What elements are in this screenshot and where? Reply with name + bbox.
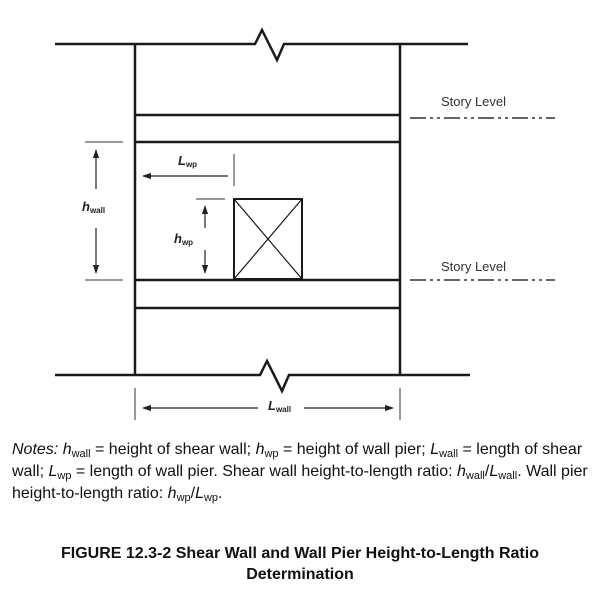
- opening-cross-2: [233, 198, 303, 280]
- notes-lead: Notes:: [12, 441, 59, 458]
- figure-caption-line-2: Determination: [246, 566, 354, 583]
- story-level-label-lower: Story Level: [441, 259, 506, 274]
- top-floor-line: [55, 27, 468, 63]
- figure-caption: FIGURE 12.3-2 Shear Wall and Wall Pier H…: [0, 543, 600, 585]
- l-wp-definition: = length of wall pier. Shear wall height…: [75, 463, 453, 480]
- l-wp-label: Lwp: [178, 153, 197, 169]
- h-wall-label: hwall: [82, 199, 105, 215]
- h-wall-definition: = height of shear wall;: [95, 441, 252, 458]
- shear-wall-diagram: Story Level Story Level hwall Lwp hwp Lw…: [55, 27, 555, 420]
- l-wall-label: Lwall: [268, 398, 291, 414]
- figure-caption-line-1: FIGURE 12.3-2 Shear Wall and Wall Pier H…: [61, 545, 539, 562]
- l-wall-definition: = length of shear wall;: [12, 441, 583, 480]
- h-wp-label: hwp: [174, 231, 193, 247]
- story-level-label-upper: Story Level: [441, 94, 506, 109]
- wall-ratio: hwall/Lwall: [457, 463, 518, 482]
- figure-notes: Notes: hwall = height of shear wall; hwp…: [12, 441, 588, 504]
- wall-ratio-tail: . Wall pier height-to-length ratio:: [12, 463, 588, 502]
- bottom-floor-line: [55, 358, 470, 394]
- pier-ratio: hwp/Lwp: [167, 485, 219, 504]
- h-wp-definition: = height of wall pier;: [282, 441, 426, 458]
- wall-opening: [233, 198, 303, 280]
